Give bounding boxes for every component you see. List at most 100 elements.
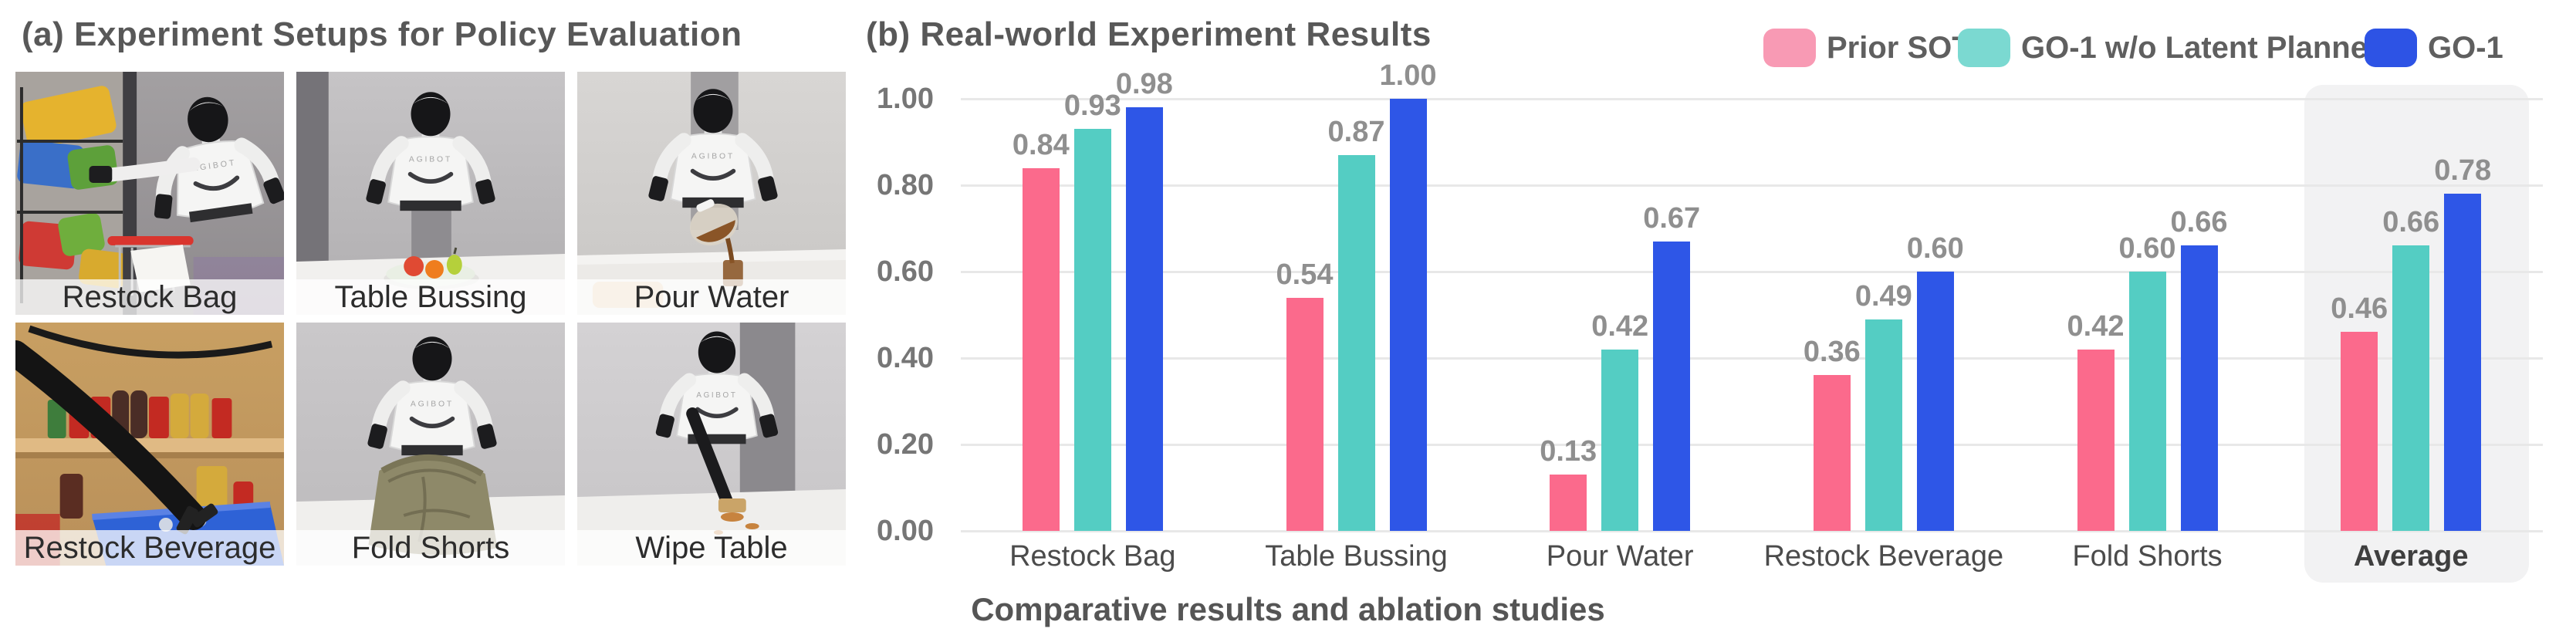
bar: 0.66 [2171,206,2228,531]
figure-caption: Comparative results and ablation studies [971,591,1605,627]
bar-fill [1125,107,1163,531]
bar-fill [1813,375,1851,531]
bar-fill [1550,475,1587,531]
y-tick-label: 0.00 [877,515,934,547]
bar: 0.42 [2067,310,2125,531]
legend-item-go1-wo-latent-planner: GO-1 w/o Latent Planner [1958,29,2380,67]
photo-pour-water: Pour Water [577,72,846,315]
bar-group-restock-beverage: 0.36 0.49 0.60 [1752,99,2016,531]
bar: 0.98 [1116,68,1173,531]
x-axis-labels: Restock Bag Table Bussing Pour Water Restoc… [961,540,2543,573]
bar: 0.67 [1643,202,1700,531]
bar-value-label: 0.42 [2067,309,2125,343]
legend-label: GO-1 [2428,31,2503,65]
legend-swatch-go1 [2365,29,2417,67]
bar: 0.87 [1328,116,1384,531]
bar: 0.78 [2434,154,2491,531]
bar: 0.36 [1804,336,1861,531]
bar: 0.42 [1591,310,1648,531]
gridline [961,184,2543,187]
bar: 0.60 [1907,232,1964,531]
bar-fill [2392,245,2430,531]
panel-a-title: (a) Experiment Setups for Policy Evaluat… [22,15,742,53]
photo-restock-bag: Restock Bag [15,72,284,315]
table-bussing-illustration [296,72,565,315]
legend-label: GO-1 w/o Latent Planner [2021,31,2380,65]
y-tick-label: 0.20 [877,428,934,461]
bar-fill [2077,349,2115,531]
x-category-label: Average [2353,540,2469,573]
bar: 0.60 [2119,232,2176,531]
gridline [961,443,2543,446]
plot-area: 0.84 0.93 0.98 0.54 0.87 1.00 0.13 0.42 0.67 0.36… [961,59,2543,532]
pour-water-illustration [577,72,846,315]
bar-fill [1864,319,1902,531]
bar-group-table-bussing: 0.54 0.87 1.00 [1225,59,1489,531]
photo-restock-beverage: Restock Beverage [15,323,284,566]
bar-value-label: 0.66 [2170,206,2228,239]
bar-value-label: 0.54 [1276,258,1334,291]
bar-value-label: 0.78 [2434,154,2492,188]
photo-label: Restock Bag [15,279,284,315]
bar-fill [1601,349,1639,531]
bar-value-label: 0.93 [1063,90,1121,123]
bar-group-restock-bag: 0.84 0.93 0.98 [961,68,1225,531]
bar: 0.13 [1540,435,1597,531]
bar-value-label: 0.60 [2118,232,2176,265]
bar-fill [2180,245,2218,531]
y-tick-label: 0.80 [877,169,934,201]
bar-value-label: 0.60 [1906,232,1964,265]
photo-label: Table Bussing [296,279,565,315]
bar-value-label: 0.13 [1540,435,1597,468]
bar: 0.93 [1064,90,1121,531]
photo-label: Fold Shorts [296,530,565,566]
bar-fill [2444,194,2482,531]
bar-fill [1073,129,1111,531]
bar-group-pour-water: 0.13 0.42 0.67 [1488,99,1752,531]
legend-swatch-go1-wo-latent-planner [1958,29,2010,67]
y-tick-label: 0.60 [877,255,934,288]
legend-swatch-prior-sota [1763,29,1816,67]
gridline [961,97,2543,100]
bar-fill [2341,332,2378,531]
photo-label: Wipe Table [577,530,846,566]
legend-item-go1: GO-1 [2365,29,2503,67]
x-category-label: Restock Beverage [1763,540,2004,573]
bar-group-fold-shorts: 0.42 0.60 0.66 [2016,99,2280,531]
bar: 0.66 [2382,206,2439,531]
wipe-table-illustration [577,323,846,566]
experiment-photo-grid: Restock Bag Table Bussing [15,72,846,566]
gridline [961,270,2543,273]
bar-value-label: 0.87 [1327,115,1385,148]
bar-value-label: 0.98 [1115,68,1173,101]
bar-value-label: 0.46 [2331,292,2388,326]
bar-fill [1022,167,1060,531]
bar-groups: 0.84 0.93 0.98 0.54 0.87 1.00 0.13 0.42 0.67 0.36… [961,59,2543,531]
bar-fill [1337,154,1375,531]
bar-group-average: 0.46 0.66 0.78 [2279,99,2543,531]
y-tick-label: 0.40 [877,342,934,374]
bar: 1.00 [1380,59,1436,531]
bar: 0.54 [1276,258,1333,531]
bar: 0.46 [2331,292,2388,531]
photo-fold-shorts: Fold Shorts [296,323,565,566]
photo-table-bussing: Table Bussing [296,72,565,315]
gridline [961,356,2543,360]
bar-fill [1916,272,1954,531]
gridline [961,529,2543,532]
bar-fill [1653,241,1691,531]
bar-value-label: 0.49 [1854,279,1912,313]
legend-item-prior-sota: Prior SOTA [1763,29,1991,67]
bar-value-label: 0.84 [1012,128,1070,161]
bar-value-label: 1.00 [1379,59,1437,92]
photo-label: Restock Beverage [15,530,284,566]
photo-label: Pour Water [577,279,846,315]
bar: 0.84 [1012,129,1070,531]
x-category-label: Restock Bag [1009,540,1176,573]
x-category-label: Fold Shorts [2072,540,2223,573]
bar-fill [2128,272,2166,531]
panel-b-title: (b) Real-world Experiment Results [866,15,1432,53]
x-category-label: Table Bussing [1265,540,1448,573]
fold-shorts-illustration [296,323,565,566]
